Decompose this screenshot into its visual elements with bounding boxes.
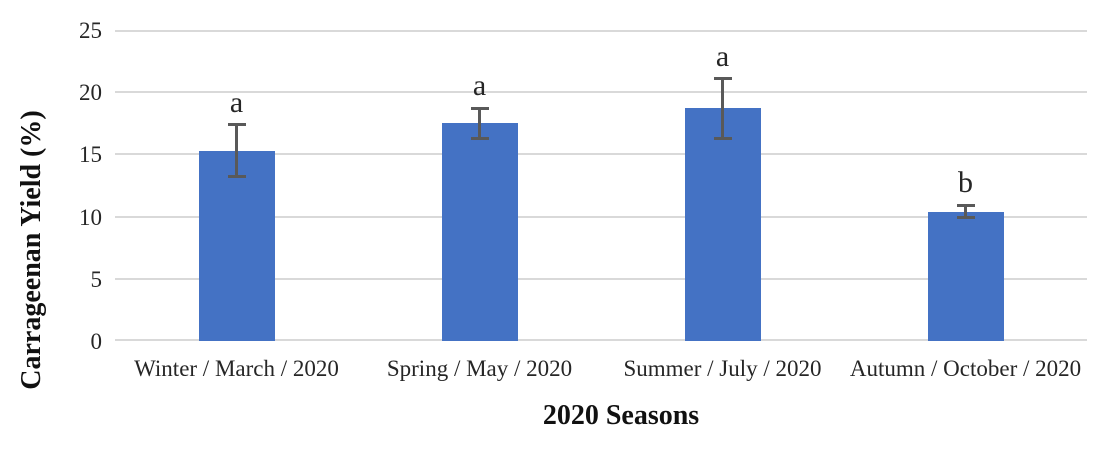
error-bar-bottom-cap-1 <box>227 175 246 179</box>
gridline-20 <box>115 91 1087 94</box>
gridline-15 <box>115 153 1087 156</box>
x-axis-title: 2020 Seasons <box>542 400 700 431</box>
y-tick-label-15: 15 <box>79 142 102 168</box>
error-bar-line-4 <box>964 205 967 218</box>
bar-2 <box>441 123 518 341</box>
y-tick-label-25: 25 <box>79 18 102 43</box>
bar-3 <box>684 108 761 341</box>
gridline-25 <box>115 30 1087 32</box>
y-axis-tick-labels: 0 5 10 15 20 25 <box>0 19 103 353</box>
error-bar-line-3 <box>721 78 724 139</box>
gridline-5 <box>115 277 1087 280</box>
x-category-label-1: Winter / March / 2020 <box>134 356 339 381</box>
significance-letter-4: b <box>958 166 973 200</box>
x-axis-category-labels: Winter / March / 2020 Spring / May / 2020… <box>115 356 1087 388</box>
significance-letter-3: a <box>715 39 730 73</box>
bar-4 <box>927 211 1004 341</box>
x-category-label-2: Spring / May / 2020 <box>386 356 573 381</box>
error-bar-top-cap-1 <box>227 123 246 127</box>
gridline-0 <box>115 339 1087 341</box>
y-tick-label-10: 10 <box>79 204 102 230</box>
y-tick-label-20: 20 <box>79 80 102 106</box>
x-category-label-3: Summer / July / 2020 <box>623 356 822 381</box>
error-bar-bottom-cap-4 <box>956 216 975 220</box>
significance-letter-2: a <box>472 69 487 103</box>
plot-area: a a a b <box>115 30 1087 341</box>
error-bar-bottom-cap-3 <box>713 136 732 140</box>
significance-letter-1: a <box>229 85 244 119</box>
error-bar-top-cap-3 <box>713 77 732 81</box>
error-bar-top-cap-2 <box>470 106 489 110</box>
error-bar-top-cap-4 <box>956 203 975 207</box>
gridline-10 <box>115 215 1087 218</box>
y-tick-label-0: 0 <box>90 329 103 354</box>
x-category-label-4: Autumn / October / 2020 <box>849 356 1082 381</box>
bar-1 <box>198 150 275 341</box>
y-tick-label-5: 5 <box>90 266 103 292</box>
error-bar-line-2 <box>478 108 481 139</box>
error-bar-bottom-cap-2 <box>470 136 489 140</box>
error-bar-line-1 <box>235 124 238 177</box>
